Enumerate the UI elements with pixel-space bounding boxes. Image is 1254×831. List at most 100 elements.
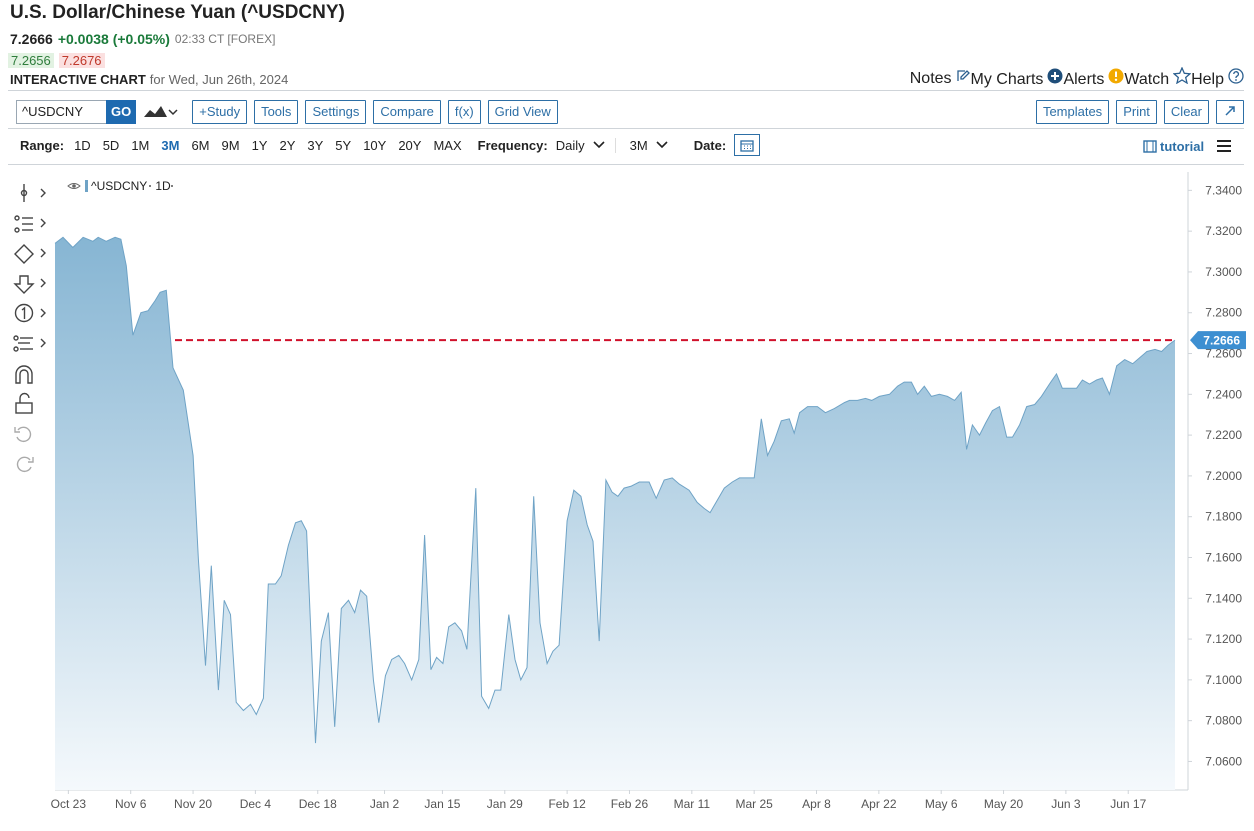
symbol-input[interactable]: ^USDCNY — [16, 100, 106, 124]
y-tick-label: 7.2400 — [1205, 387, 1242, 401]
link-text: My Charts — [970, 70, 1044, 88]
header-link[interactable]: Alerts — [1063, 68, 1124, 89]
magnet-tool[interactable] — [15, 365, 33, 384]
range-option[interactable]: 3M — [161, 137, 180, 153]
toolbar-button[interactable]: Clear — [1163, 100, 1209, 124]
legend-interval: 1D — [155, 179, 171, 193]
x-tick-label: Oct 23 — [51, 797, 87, 811]
redo-tool[interactable] — [16, 456, 34, 473]
link-icon — [1108, 68, 1124, 89]
range-option[interactable]: 1M — [131, 137, 150, 153]
separator — [8, 90, 1244, 91]
range-option[interactable]: 1D — [74, 137, 91, 153]
range-option[interactable]: 10Y — [363, 137, 387, 153]
range-option[interactable]: 5Y — [335, 137, 352, 153]
period-select[interactable]: 3M — [630, 138, 668, 153]
header-link[interactable]: Watch — [1124, 66, 1192, 89]
frequency-value: Daily — [555, 137, 585, 153]
range-option[interactable]: 5D — [102, 137, 120, 153]
x-tick-label: Dec 4 — [240, 797, 272, 811]
link-text: Watch — [1124, 71, 1170, 88]
tutorial-icon — [1143, 139, 1157, 153]
link-text: Notes — [909, 70, 952, 87]
visibility-icon[interactable] — [67, 183, 81, 189]
range-option[interactable]: 3Y — [307, 137, 324, 153]
range-option[interactable]: 2Y — [279, 137, 296, 153]
lock-tool[interactable] — [15, 392, 33, 414]
price-change: +0.0038 (+0.05%) — [57, 31, 170, 47]
undo-tool[interactable] — [14, 426, 32, 443]
go-button[interactable]: GO — [106, 100, 137, 124]
drawing-tools[interactable] — [13, 184, 46, 473]
header-link[interactable]: Notes — [910, 68, 971, 88]
legend-swatch — [85, 180, 88, 192]
chart-type-button[interactable] — [142, 102, 178, 122]
x-tick-label: Apr 22 — [861, 797, 897, 811]
legend-text: ^USDCNY 1D — [91, 179, 171, 193]
range-option[interactable]: 9M — [221, 137, 240, 153]
quote-line: 7.2666 +0.0038 (+0.05%) 02:33 CT [FOREX] — [10, 30, 275, 48]
header-link[interactable]: Help — [1191, 67, 1244, 89]
date-picker[interactable] — [734, 134, 761, 156]
x-tick-label: May 20 — [984, 797, 1024, 811]
y-tick-label: 7.2200 — [1205, 428, 1242, 442]
pattern-tool[interactable] — [13, 335, 46, 352]
toolbar-left: ^USDCNY GO +Study Tools Settings Compare f(x… — [16, 100, 565, 124]
y-tick-label: 7.3200 — [1205, 224, 1242, 238]
chart-date: for Wed, Jun 26th, 2024 — [149, 72, 289, 87]
number-tool[interactable] — [14, 303, 46, 323]
legend-series: ^USDCNY — [91, 179, 147, 193]
tutorial-link[interactable]: tutorial — [1160, 138, 1205, 154]
toolbar-button[interactable]: Tools — [254, 100, 299, 124]
range-option[interactable]: 20Y — [398, 137, 422, 153]
area-fill — [55, 237, 1175, 791]
y-tick-label: 7.1200 — [1205, 632, 1242, 646]
crosshair-tool[interactable] — [20, 184, 46, 202]
header-links: Notes My Charts Alerts Watch Help — [910, 66, 1244, 89]
toolbar-button[interactable]: Compare — [373, 100, 441, 124]
y-tick-label: 7.1400 — [1205, 591, 1242, 605]
link-text: Help — [1191, 70, 1224, 88]
y-tick-label: 7.1600 — [1205, 550, 1242, 564]
separator — [8, 164, 1244, 165]
fibonacci-tool[interactable] — [14, 215, 46, 233]
x-tick-label: Jun 17 — [1110, 797, 1146, 811]
y-tick-label: 7.2000 — [1205, 469, 1242, 483]
toolbar-button[interactable]: Templates — [1035, 100, 1110, 124]
range-bar: Range: 1D 5D 1M 3M 6M 9M 1Y 2Y 3Y 5Y 10Y 20Y MAX Freq… — [20, 134, 761, 156]
x-tick-label: Nov 6 — [115, 797, 147, 811]
expand-button[interactable] — [1216, 100, 1244, 124]
arrow-tool[interactable] — [13, 275, 46, 294]
x-tick-label: Apr 8 — [802, 797, 831, 811]
visibility-icon-pupil — [72, 184, 76, 188]
range-option[interactable]: MAX — [433, 137, 462, 153]
period-value: 3M — [629, 137, 648, 153]
header-link[interactable]: My Charts — [971, 68, 1064, 89]
quote-time: 02:33 CT [FOREX] — [174, 32, 276, 46]
frequency-select[interactable]: Daily — [555, 137, 616, 153]
range-option[interactable]: 6M — [191, 137, 210, 153]
x-tick-label: Feb 26 — [611, 797, 649, 811]
x-tick-label: Mar 11 — [674, 797, 711, 811]
x-tick-label: Jan 15 — [424, 797, 460, 811]
x-tick-label: Nov 20 — [174, 797, 212, 811]
legend-dot — [171, 185, 173, 187]
toolbar-button[interactable]: +Study — [192, 100, 248, 124]
toolbar-button[interactable]: Grid View — [487, 100, 558, 124]
menu-button[interactable] — [1216, 139, 1232, 153]
link-icon — [1047, 68, 1063, 89]
toolbar-button[interactable]: Settings — [305, 100, 367, 124]
range-option[interactable]: 1Y — [251, 137, 268, 153]
y-tick-label: 7.2800 — [1205, 306, 1242, 320]
shape-tool[interactable] — [14, 244, 46, 264]
bid-ask: 7.2656 7.2676 — [8, 51, 105, 69]
toolbar-button[interactable]: Print — [1116, 100, 1157, 124]
toolbar-button[interactable]: f(x) — [447, 100, 481, 124]
last-price-label: 7.2666 — [1203, 334, 1240, 348]
separator — [8, 128, 1244, 129]
price-line — [54, 236, 1176, 744]
link-icon — [1172, 66, 1192, 89]
x-tick-label: Jun 3 — [1051, 797, 1081, 811]
